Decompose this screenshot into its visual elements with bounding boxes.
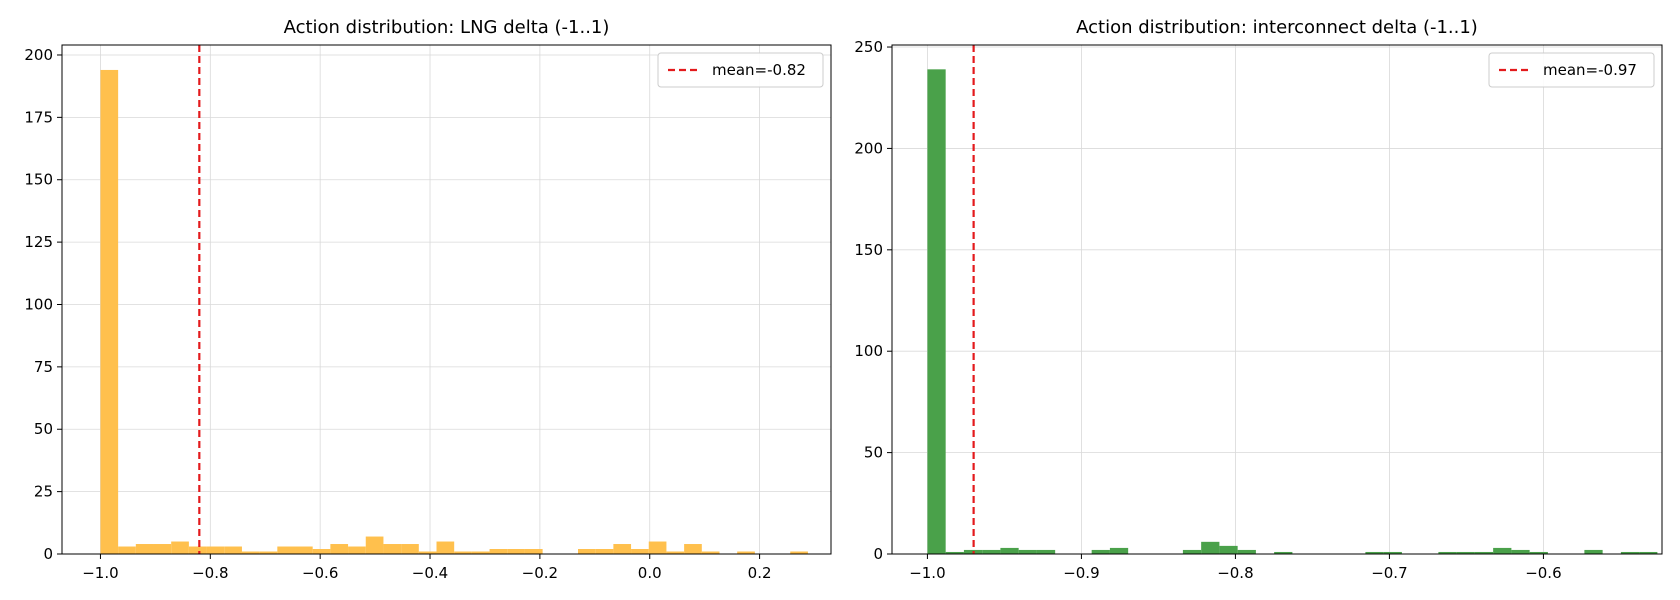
histogram-bar — [1109, 547, 1129, 554]
histogram-bar — [595, 549, 614, 554]
histogram-bar — [259, 551, 278, 554]
histogram-bar — [1584, 549, 1603, 554]
histogram-bar — [153, 544, 172, 554]
x-tick-label: 0.0 — [638, 564, 662, 582]
histogram-bar — [577, 549, 596, 554]
y-tick-label: 100 — [24, 295, 53, 313]
histogram-bar — [224, 546, 242, 554]
x-tick-label: −0.8 — [1217, 564, 1253, 582]
histogram-bar — [1639, 551, 1658, 554]
histogram-bar — [1018, 549, 1037, 554]
histogram-bar — [1529, 551, 1548, 554]
histogram-bar — [684, 544, 702, 554]
y-tick-label: 0 — [43, 545, 53, 563]
plot-frame — [891, 44, 1663, 555]
histogram-bar — [648, 541, 667, 554]
histogram-bar — [348, 546, 366, 554]
histogram-bar — [489, 549, 508, 554]
histogram-bar — [100, 69, 119, 554]
histogram-bar — [1219, 545, 1238, 554]
histogram-bar — [295, 546, 313, 554]
histogram-bar — [524, 549, 543, 554]
chart-title: Action distribution: LNG delta (-1..1) — [284, 17, 610, 38]
histogram-bar — [436, 541, 455, 554]
histogram-bar — [737, 551, 755, 554]
histogram-bar — [471, 551, 490, 554]
histogram-bar — [418, 551, 437, 554]
histogram-bar — [1365, 551, 1384, 554]
x-tick-label: −0.4 — [412, 564, 448, 582]
histogram-bar — [613, 544, 632, 554]
histogram-bar — [927, 69, 946, 555]
histogram-bar — [277, 546, 296, 554]
histogram-bar — [1620, 551, 1640, 554]
histogram-bar — [401, 544, 419, 554]
histogram-bar — [171, 541, 189, 554]
histogram-bar — [631, 549, 649, 554]
y-tick-label: 250 — [854, 38, 883, 56]
y-tick-label: 25 — [34, 483, 53, 501]
y-tick-label: 75 — [34, 358, 53, 376]
y-tick-label: 50 — [34, 420, 53, 438]
histogram-bar — [454, 551, 472, 554]
histogram-bar — [1036, 549, 1056, 554]
x-tick-label: −1.0 — [82, 564, 118, 582]
histogram-bar — [312, 549, 331, 554]
y-tick-label: 50 — [864, 444, 883, 462]
histogram-bar — [1201, 541, 1220, 554]
histogram-bar — [666, 551, 685, 554]
y-tick-label: 100 — [854, 342, 883, 360]
y-tick-label: 200 — [24, 46, 53, 64]
x-tick-label: 0.2 — [748, 564, 772, 582]
histogram-bar — [701, 551, 720, 554]
histogram-bar — [118, 546, 136, 554]
chart-title: Action distribution: interconnect delta … — [1076, 17, 1478, 38]
y-tick-label: 125 — [24, 233, 53, 251]
histogram-bar — [1438, 551, 1457, 554]
y-tick-label: 200 — [854, 139, 883, 157]
x-tick-label: −0.6 — [1525, 564, 1561, 582]
histogram-bar — [188, 546, 207, 554]
histogram-bar — [507, 549, 525, 554]
histogram-bar — [1474, 551, 1494, 554]
chart-2: −1.0 −0.9 −0.8 −0.7 −0.6 0 50 100 150 200 250 Actio… — [854, 17, 1663, 582]
x-tick-label: −0.9 — [1063, 564, 1099, 582]
histogram-bar — [945, 551, 964, 554]
histogram-bar — [330, 544, 349, 554]
histogram-bar — [1383, 551, 1402, 554]
histogram-bar — [135, 544, 154, 554]
legend-box — [657, 52, 824, 88]
histogram-bar — [206, 546, 225, 554]
histogram-bar — [241, 551, 260, 554]
histogram-bar — [1237, 549, 1256, 554]
histogram-bar — [383, 544, 402, 554]
histogram-bar — [982, 549, 1001, 554]
x-tick-label: −0.6 — [302, 564, 338, 582]
legend-box — [1488, 52, 1655, 88]
histogram-bar — [1511, 549, 1530, 554]
histogram-bar — [1493, 547, 1512, 554]
x-tick-label: −1.0 — [909, 564, 945, 582]
histogram-bar — [790, 551, 808, 554]
chart-1: −1.0 −0.8 −0.6 −0.4 −0.2 0.0 0.2 0 25 50 75 100 125 1… — [24, 17, 832, 582]
histogram-bar — [1274, 551, 1293, 554]
histogram-bar — [1000, 547, 1019, 554]
y-tick-label: 175 — [24, 108, 53, 126]
x-tick-label: −0.8 — [192, 564, 228, 582]
histogram-bar — [1182, 549, 1202, 554]
x-tick-label: −0.7 — [1371, 564, 1407, 582]
x-tick-label: −0.2 — [522, 564, 558, 582]
histogram-bar — [1456, 551, 1475, 554]
y-tick-label: 150 — [854, 241, 883, 259]
y-tick-label: 0 — [873, 545, 883, 563]
legend-label: mean=-0.82 — [712, 61, 806, 79]
y-tick-label: 150 — [24, 171, 53, 189]
plot-frame — [61, 44, 832, 555]
histogram-bar — [365, 536, 384, 554]
histogram-bar — [1091, 549, 1110, 554]
legend-label: mean=-0.97 — [1543, 61, 1637, 79]
